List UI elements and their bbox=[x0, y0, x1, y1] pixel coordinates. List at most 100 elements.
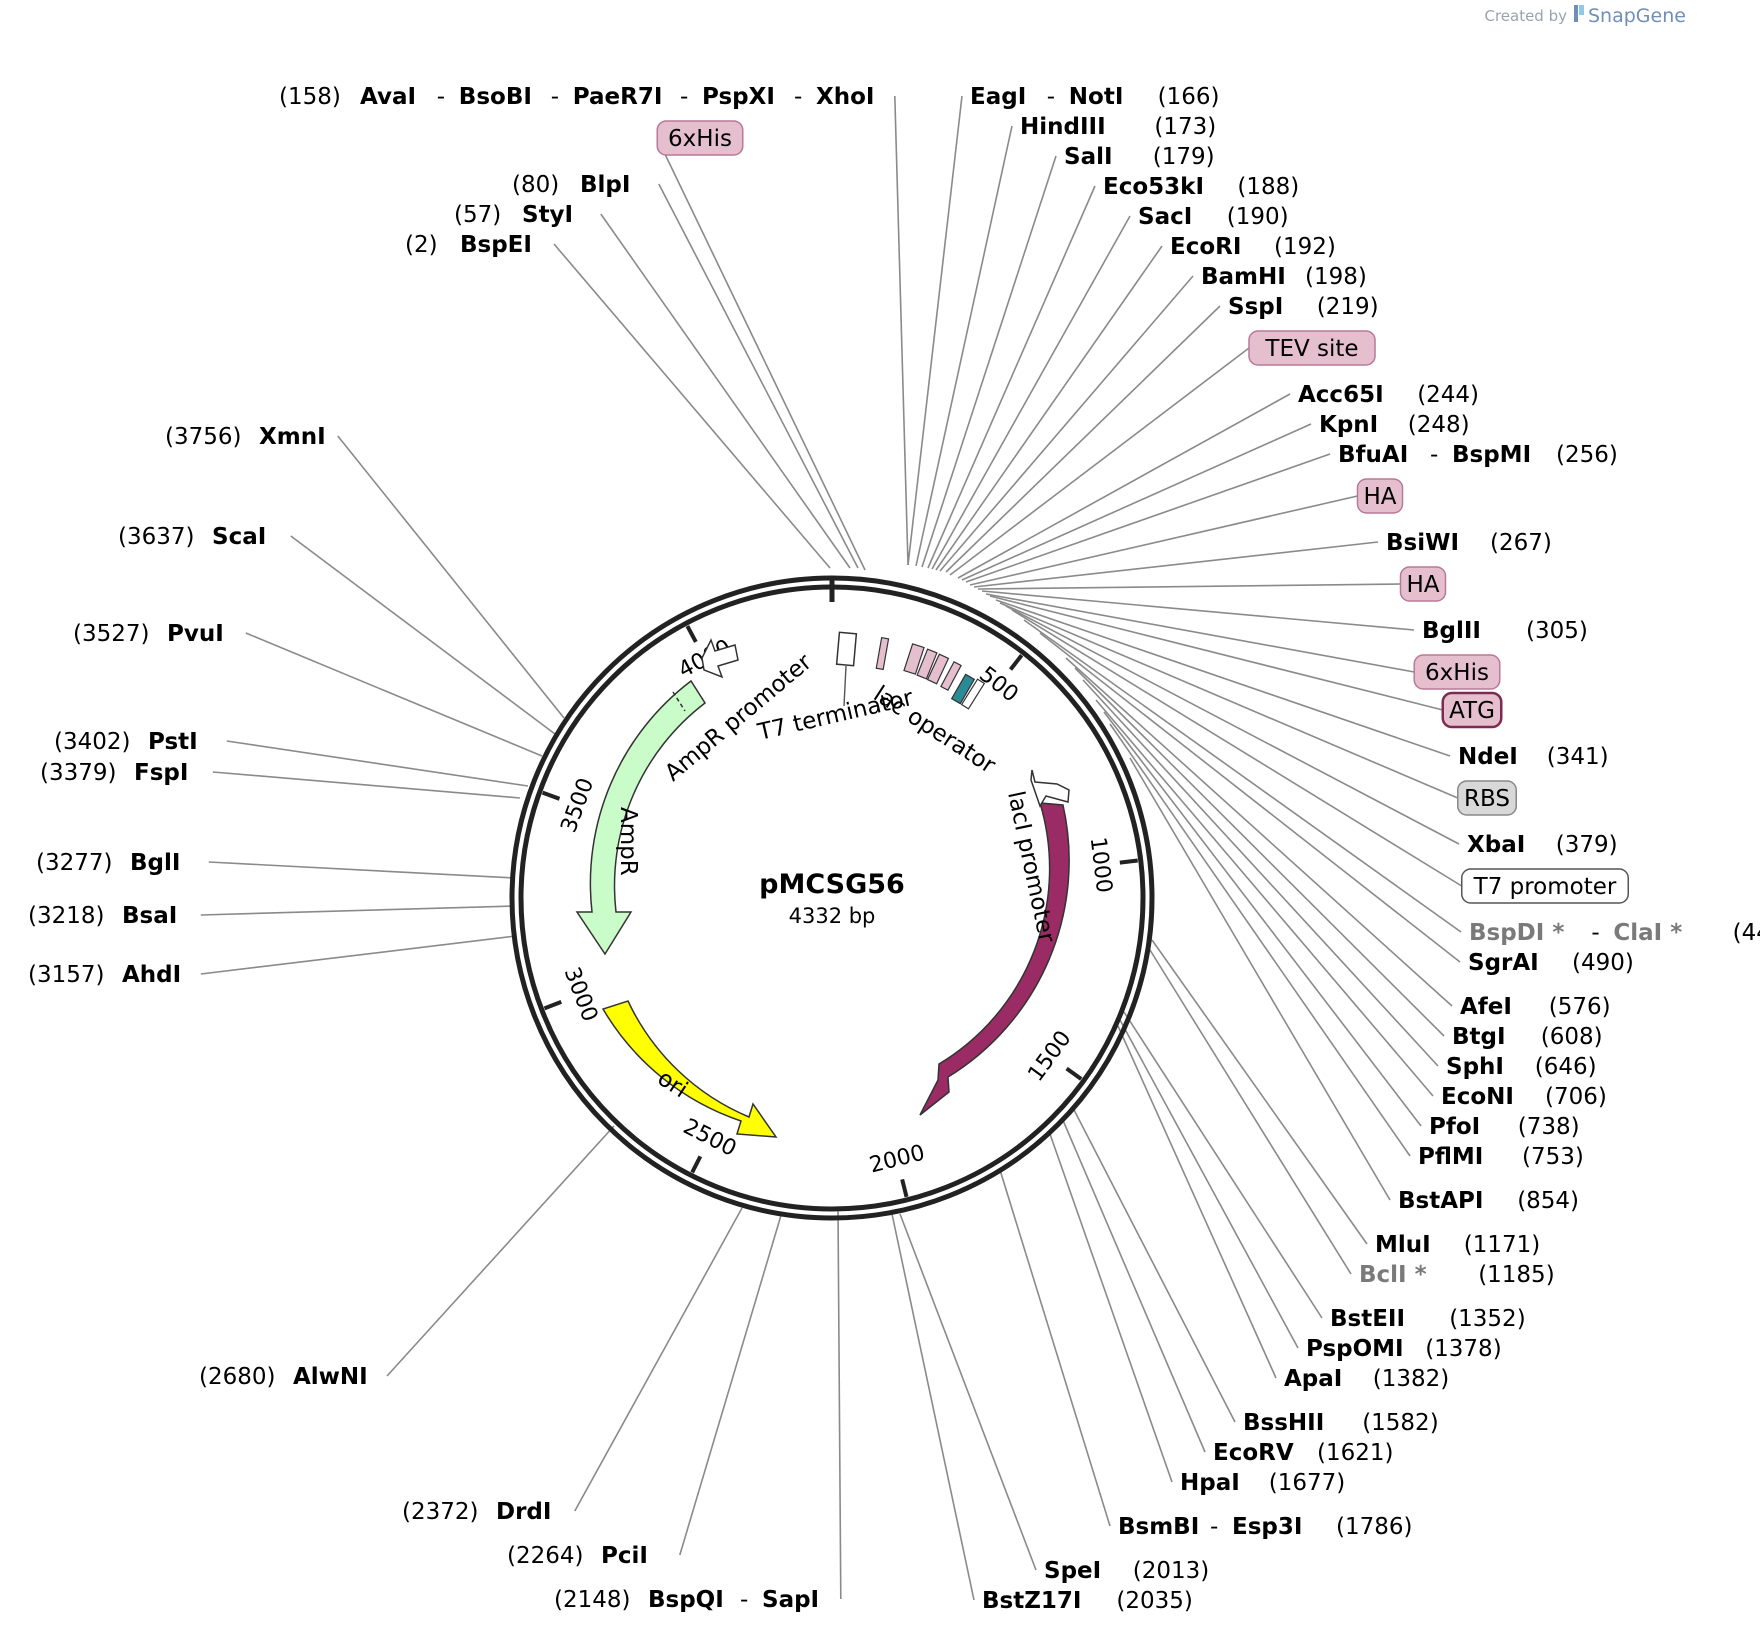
site-label-alwni[interactable]: (2680) AlwNI bbox=[199, 1364, 368, 1390]
site-label-saci[interactable]: SacI (190) bbox=[1138, 204, 1289, 230]
site-label-ahdi[interactable]: (3157) AhdI bbox=[28, 962, 181, 988]
site-position: (2148) bbox=[554, 1587, 630, 1613]
site-label-his-top[interactable]: 6xHis bbox=[656, 120, 744, 156]
site-label-scai[interactable]: (3637) ScaI bbox=[118, 524, 266, 550]
ampr-arrow[interactable] bbox=[575, 679, 707, 956]
leader-lines bbox=[200, 95, 1463, 1601]
ha-small-feature[interactable] bbox=[916, 648, 938, 680]
site-label-his-right[interactable]: 6xHis bbox=[1413, 654, 1501, 690]
site-label-sgrai[interactable]: SgrAI (490) bbox=[1468, 950, 1634, 976]
ha-small-feature-2[interactable] bbox=[926, 653, 950, 685]
enzyme-name: AlwNI bbox=[293, 1364, 368, 1390]
site-position: (1786) bbox=[1336, 1514, 1412, 1540]
site-label-atg[interactable]: ATG bbox=[1441, 691, 1503, 729]
lac-operator-box[interactable] bbox=[950, 673, 976, 705]
site-label-xmni[interactable]: (3756) XmnI bbox=[165, 424, 326, 450]
site-label-ndei[interactable]: NdeI (341) bbox=[1458, 744, 1609, 770]
site-label-sspi[interactable]: SspI (219) bbox=[1228, 294, 1379, 320]
site-label-clai[interactable]: BspDI * -ClaI * (448) bbox=[1469, 920, 1760, 946]
site-label-xhoi-group[interactable]: (158) AvaI - BsoBI - PaeR7I - PspXI - XhoI bbox=[279, 84, 874, 110]
tick-label: 3000 bbox=[559, 964, 602, 1025]
site-label-hindiii[interactable]: HindIII (173) bbox=[1020, 114, 1216, 140]
ampr-promoter-arrow[interactable] bbox=[701, 638, 739, 679]
site-position: (305) bbox=[1526, 618, 1588, 644]
enzyme-name: XbaI bbox=[1467, 832, 1525, 858]
site-label-bsiwi[interactable]: BsiWI (267) bbox=[1386, 530, 1552, 556]
tick-mark bbox=[900, 1178, 909, 1198]
site-label-bsteii[interactable]: BstEII (1352) bbox=[1330, 1306, 1526, 1332]
site-label-kpni[interactable]: KpnI (248) bbox=[1319, 412, 1470, 438]
site-label-hpai[interactable]: HpaI (1677) bbox=[1180, 1470, 1345, 1496]
site-label-sapi[interactable]: (2148) BspQI - SapI bbox=[554, 1587, 819, 1613]
site-label-apai[interactable]: ApaI (1382) bbox=[1284, 1366, 1449, 1392]
site-label-rbs[interactable]: RBS bbox=[1457, 780, 1517, 816]
ori-arrow[interactable] bbox=[601, 1000, 778, 1138]
enzyme-name: BglII bbox=[1422, 618, 1481, 644]
site-position: (341) bbox=[1547, 744, 1609, 770]
site-label-pcii[interactable]: (2264) PciI bbox=[507, 1543, 648, 1569]
t7-terminator-label-line bbox=[843, 665, 847, 707]
site-label-ecorv[interactable]: EcoRV (1621) bbox=[1213, 1440, 1393, 1466]
site-label-styi[interactable]: (57) StyI bbox=[454, 202, 573, 228]
site-label-acc65i[interactable]: Acc65I (244) bbox=[1298, 382, 1479, 408]
feature-pill-text: 6xHis bbox=[1425, 660, 1489, 686]
site-label-bspmi[interactable]: BfuAI - BspMI (256) bbox=[1338, 442, 1618, 468]
site-label-bcli[interactable]: BclI * (1185) bbox=[1359, 1262, 1555, 1288]
leader-line bbox=[1074, 667, 1445, 1037]
site-label-xbai[interactable]: XbaI (379) bbox=[1467, 832, 1618, 858]
credit-brand: SnapGene bbox=[1588, 5, 1686, 27]
site-label-bsai[interactable]: (3218) BsaI bbox=[28, 903, 177, 929]
site-label-btgi[interactable]: BtgI (608) bbox=[1452, 1024, 1603, 1050]
site-label-drdi[interactable]: (2372) DrdI bbox=[402, 1499, 551, 1525]
t7-promoter-box[interactable] bbox=[960, 678, 986, 710]
site-label-spei[interactable]: SpeI (2013) bbox=[1044, 1558, 1209, 1584]
snapgene-logo-icon bbox=[1574, 5, 1578, 22]
tick-label: 2000 bbox=[867, 1141, 927, 1179]
site-label-bstz17i[interactable]: BstZ17I (2035) bbox=[982, 1588, 1193, 1614]
site-label-sphi[interactable]: SphI (646) bbox=[1446, 1054, 1597, 1080]
enzyme-name: EcoRV bbox=[1213, 1440, 1294, 1466]
site-label-pspomi[interactable]: PspOMI (1378) bbox=[1306, 1336, 1502, 1362]
site-label-eco53ki[interactable]: Eco53kI (188) bbox=[1103, 174, 1299, 200]
tev-site-small-feature[interactable] bbox=[903, 643, 925, 675]
his-tag-small-feature[interactable] bbox=[875, 637, 890, 671]
site-label-afei[interactable]: AfeI (576) bbox=[1460, 994, 1611, 1020]
site-label-t7p[interactable]: T7 promoter bbox=[1461, 868, 1629, 904]
site-label-pfoi[interactable]: PfoI (738) bbox=[1429, 1114, 1580, 1140]
site-label-ha1[interactable]: HA bbox=[1356, 478, 1404, 514]
site-label-blpi[interactable]: (80) BlpI bbox=[512, 172, 630, 198]
enzyme-name: EcoRI bbox=[1170, 234, 1241, 260]
laci-promoter-arrow[interactable] bbox=[1030, 769, 1070, 808]
leader-line bbox=[1071, 1105, 1236, 1423]
site-label-tev[interactable]: TEV site bbox=[1248, 330, 1376, 366]
site-label-bamhi[interactable]: BamHI (198) bbox=[1201, 264, 1367, 290]
site-label-bglii[interactable]: BglII (305) bbox=[1422, 618, 1588, 644]
leader-line bbox=[965, 453, 1331, 583]
site-label-ha2[interactable]: HA bbox=[1399, 566, 1447, 602]
site-label-pvui[interactable]: (3527) PvuI bbox=[73, 621, 224, 647]
site-label-noti[interactable]: EagI - NotI (166) bbox=[970, 84, 1219, 110]
site-label-ecori[interactable]: EcoRI (192) bbox=[1170, 234, 1336, 260]
site-label-bstapi[interactable]: BstAPI (854) bbox=[1398, 1188, 1579, 1214]
site-label-sali[interactable]: SalI (179) bbox=[1064, 144, 1215, 170]
his-tag-small-feature-2[interactable] bbox=[940, 660, 962, 692]
site-label-bsshii[interactable]: BssHII (1582) bbox=[1243, 1410, 1439, 1436]
site-label-bgli[interactable]: (3277) BglI bbox=[36, 850, 180, 876]
leader-line bbox=[679, 1211, 783, 1556]
site-position: (244) bbox=[1417, 382, 1479, 408]
leader-line bbox=[208, 861, 515, 879]
ampr-label: AmpR bbox=[615, 807, 641, 876]
site-label-bspei[interactable]: (2) BspEI bbox=[405, 232, 532, 258]
site-position: (1582) bbox=[1362, 1410, 1438, 1436]
site-label-econi[interactable]: EcoNI (706) bbox=[1441, 1084, 1607, 1110]
leader-line bbox=[1049, 1133, 1173, 1483]
laci-arrow[interactable] bbox=[919, 802, 1070, 1116]
site-label-psti[interactable]: (3402) PstI bbox=[54, 729, 198, 755]
site-label-pflmi[interactable]: PflMI (753) bbox=[1418, 1144, 1584, 1170]
site-label-esp3i[interactable]: BsmBI - Esp3I (1786) bbox=[1118, 1514, 1412, 1540]
site-label-mlui[interactable]: MluI (1171) bbox=[1375, 1232, 1540, 1258]
enzyme-name: SphI bbox=[1446, 1054, 1504, 1080]
t7-terminator-box[interactable] bbox=[835, 631, 858, 667]
leader-line bbox=[891, 1213, 975, 1601]
site-label-fspi[interactable]: (3379) FspI bbox=[40, 760, 188, 786]
